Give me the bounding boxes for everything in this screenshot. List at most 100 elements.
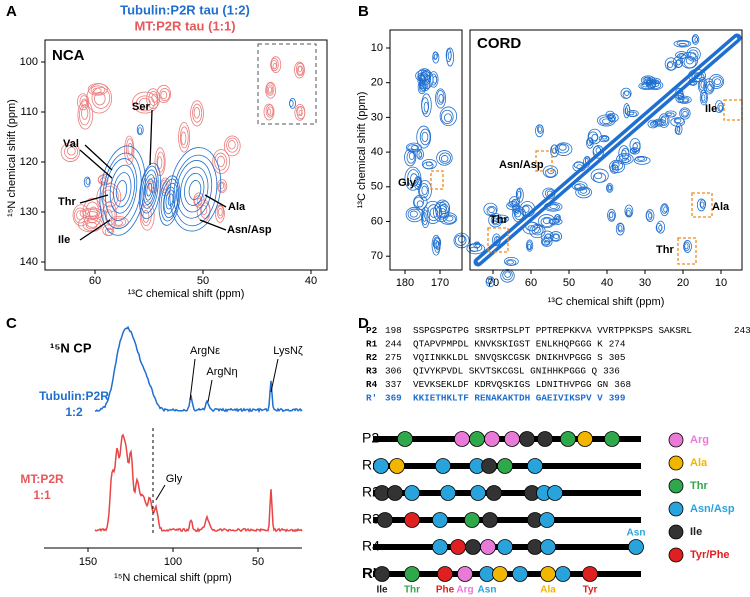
contour xyxy=(679,96,690,103)
peak-label: Thr xyxy=(58,196,76,208)
contour xyxy=(488,278,493,284)
residue-label: Phe xyxy=(436,585,455,596)
sequence-start: 369 xyxy=(385,393,402,404)
contour xyxy=(404,148,417,167)
contour xyxy=(85,201,100,224)
y-tick-label: 20 xyxy=(371,77,383,89)
plot-frame xyxy=(44,39,328,271)
contour xyxy=(609,114,614,119)
contour xyxy=(591,133,598,141)
contour xyxy=(212,149,231,174)
highlight-box xyxy=(487,227,509,253)
x-axis-label: ¹³C chemical shift (ppm) xyxy=(548,296,665,308)
legend-marker xyxy=(668,547,684,563)
peak-label: Ile xyxy=(705,103,717,115)
contour xyxy=(127,142,133,156)
contour xyxy=(678,52,685,57)
residue-label: Ile xyxy=(376,585,388,596)
x-tick-label: 100 xyxy=(164,556,182,568)
contour xyxy=(624,204,634,218)
contour xyxy=(433,202,450,222)
contour xyxy=(601,118,611,125)
contour xyxy=(551,233,561,242)
contour xyxy=(615,222,625,236)
pointer xyxy=(79,219,111,241)
contour xyxy=(576,164,583,170)
contour xyxy=(87,83,108,96)
sequence-row: R4 337 VEVKSEKLDF KDRVQSKIGS LDNITHVPGG GN… xyxy=(366,379,631,390)
contour xyxy=(632,142,638,150)
contour xyxy=(266,84,274,95)
contour xyxy=(514,207,519,213)
peak-label: Asn/Asp xyxy=(499,159,544,171)
contour xyxy=(666,112,672,117)
contour xyxy=(270,59,278,70)
contour xyxy=(663,206,668,213)
contour xyxy=(633,156,651,165)
contour xyxy=(675,123,683,135)
contour xyxy=(413,176,423,190)
legend-marker xyxy=(668,478,684,494)
contour xyxy=(609,159,625,174)
contour xyxy=(624,107,628,115)
legend-entry: Asn/Asp xyxy=(690,503,735,515)
contour xyxy=(717,102,724,112)
contour xyxy=(609,212,614,219)
contour xyxy=(141,169,158,209)
contour xyxy=(622,90,631,99)
sequence-name: R2 xyxy=(366,352,378,363)
contour xyxy=(676,40,690,47)
legend-entry: MT:P2R tau (1:1) xyxy=(134,18,235,33)
drawing-layer xyxy=(60,33,743,533)
contour xyxy=(491,217,499,225)
contour xyxy=(125,138,134,160)
contour xyxy=(660,116,667,124)
contour xyxy=(159,88,170,102)
contour xyxy=(77,100,94,130)
x-tick-label: 30 xyxy=(639,277,651,289)
contour xyxy=(136,124,144,136)
sequence-start: 244 xyxy=(385,339,402,350)
contour xyxy=(435,205,448,220)
contour xyxy=(173,154,218,227)
contour xyxy=(526,241,533,251)
contour xyxy=(521,204,533,217)
contour xyxy=(658,224,663,231)
y-tick-label: 100 xyxy=(20,56,38,68)
residue-marker xyxy=(560,431,576,447)
contour xyxy=(607,185,612,191)
peak-label: ArgNε xyxy=(190,345,220,357)
contour xyxy=(608,211,616,221)
contour xyxy=(611,160,624,171)
contour xyxy=(163,182,179,219)
contour xyxy=(660,115,669,126)
contour xyxy=(297,66,303,73)
y-tick-label: 130 xyxy=(20,206,38,218)
sequence-seq: SSPGSPGTPG SRSRTPSLPT PPTREPKKVA VVRTPPK… xyxy=(413,325,692,336)
contour xyxy=(649,81,662,89)
residue-marker xyxy=(628,539,644,555)
contour xyxy=(216,205,224,219)
contour xyxy=(554,142,573,156)
contour xyxy=(594,172,603,180)
trace-label: 1:2 xyxy=(65,405,83,419)
contour xyxy=(413,196,425,208)
contour xyxy=(158,175,181,226)
contour xyxy=(486,276,494,285)
contour xyxy=(169,147,222,232)
contour xyxy=(423,74,430,83)
y-tick-label: 40 xyxy=(371,146,383,158)
contour xyxy=(408,152,415,161)
y-tick-label: 30 xyxy=(371,111,383,123)
residue-marker xyxy=(440,485,456,501)
contour xyxy=(599,116,613,126)
contour xyxy=(618,225,623,232)
residue-marker xyxy=(404,566,420,582)
contour xyxy=(294,61,305,79)
row-label: R' xyxy=(362,565,376,582)
contour xyxy=(703,78,715,95)
contour xyxy=(190,100,204,127)
contour xyxy=(178,121,191,153)
sequence-seq: VEVKSEKLDF KDRVQSKIGS LDNITHVPGG GN xyxy=(413,379,608,390)
residue-marker xyxy=(492,566,508,582)
